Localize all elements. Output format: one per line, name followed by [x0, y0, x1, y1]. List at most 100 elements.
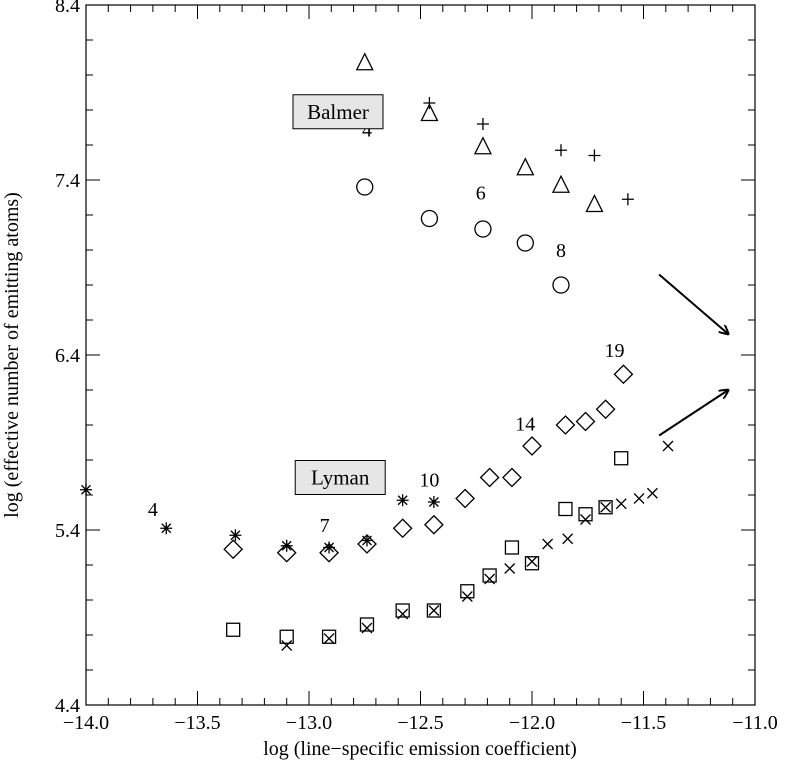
asterisk-point: [396, 494, 409, 507]
x-point: [281, 640, 293, 651]
square-point: [524, 556, 540, 571]
x-point: [600, 501, 612, 513]
square-point: [504, 540, 520, 555]
x-point: [662, 440, 674, 452]
x-point: [633, 493, 645, 504]
x-point: [615, 498, 627, 510]
diamond-point: [223, 539, 244, 560]
diamond-point: [502, 467, 522, 488]
point-count-label: 7: [320, 515, 330, 537]
square-point: [578, 507, 593, 522]
square-point: [279, 629, 294, 644]
x-tick-label: −14.0: [63, 712, 109, 734]
trend-arrow: [658, 273, 728, 335]
point-count-label: 8: [556, 240, 566, 262]
plus-point: [554, 144, 567, 157]
asterisk-point: [229, 529, 242, 542]
asterisk-point: [280, 539, 293, 552]
x-axis-title: log (line−specific emission coefficient): [263, 738, 577, 760]
x-tick-label: −11.0: [732, 712, 778, 734]
diamond-point: [522, 436, 542, 456]
square-point: [226, 622, 241, 637]
y-axis-title: log (effective number of emitting atoms): [1, 192, 23, 518]
circle-point: [420, 209, 439, 228]
y-tick-label: 6.4: [55, 345, 80, 367]
plus-point: [621, 193, 634, 206]
point-count-label: 10: [419, 469, 439, 491]
y-tick-label: 5.4: [55, 520, 80, 542]
triangle-point: [551, 174, 571, 193]
diamond-point: [575, 411, 596, 432]
x-tick-label: −11.5: [621, 712, 667, 734]
plot-frame: [85, 4, 756, 706]
x-point: [504, 563, 516, 574]
annotations: 4 6 8 4 7 10 14 19 Balmer Lyman: [148, 94, 728, 537]
square-point: [482, 568, 497, 583]
x-point: [562, 533, 574, 545]
x-point: [526, 556, 538, 567]
x-point: [461, 591, 473, 602]
asterisk-point: [360, 534, 373, 547]
diamond-point: [319, 542, 339, 563]
trend-arrow: [658, 390, 728, 437]
diamond-point: [595, 399, 616, 420]
triangle-point: [420, 103, 439, 122]
x-point: [580, 514, 591, 525]
triangle-point: [516, 157, 535, 176]
circle-point: [474, 220, 492, 238]
x-tick-label: −12.5: [397, 712, 443, 734]
asterisk-point: [323, 541, 336, 554]
plus-point: [588, 149, 601, 162]
diamond-point: [357, 534, 377, 554]
circle-point: [356, 178, 374, 196]
plus-point: [423, 97, 436, 109]
diamond-point: [613, 364, 634, 385]
x-point: [484, 573, 496, 585]
x-point: [323, 633, 335, 644]
y-tick-label: 8.4: [55, 0, 80, 17]
x-tick-label: −13.0: [286, 712, 332, 734]
x-point: [397, 608, 409, 620]
triangle-point: [355, 52, 374, 71]
diamond-point: [423, 514, 444, 535]
series-group-label: Lyman: [311, 466, 370, 490]
diamond-point: [455, 488, 476, 509]
square-point: [614, 451, 629, 466]
axes: −14.0 −13.5 −13.0 −12.5 −12.0 −11.5 −11.0 4.4 5.…: [55, 0, 778, 734]
x-tick-label: −13.5: [174, 712, 220, 734]
series-group-box: [294, 460, 386, 495]
diamond-point: [392, 518, 413, 539]
x-point: [646, 487, 658, 499]
point-count-label: 4: [148, 499, 158, 521]
x-point: [428, 605, 440, 616]
diamond-point: [276, 542, 297, 563]
square-point: [321, 629, 337, 644]
diamond-point: [555, 415, 576, 435]
x-point: [542, 538, 554, 550]
square-point: [426, 603, 442, 618]
x-point: [361, 622, 373, 634]
square-point: [359, 617, 375, 632]
square-point: [598, 500, 613, 515]
square-point: [460, 584, 475, 599]
circle-point: [516, 234, 534, 252]
triangle-point: [585, 194, 604, 213]
data-points: [80, 52, 674, 651]
triangle-point: [473, 136, 492, 155]
point-count-label: 19: [605, 340, 625, 362]
plus-point: [476, 118, 489, 130]
series-group-box: [292, 94, 384, 130]
y-tick-label: 7.4: [55, 170, 80, 192]
square-point: [395, 603, 410, 618]
point-count-label: 14: [515, 413, 535, 435]
square-point: [558, 501, 573, 517]
asterisk-point: [160, 522, 173, 535]
asterisk-point: [80, 483, 92, 496]
point-count-label: 4: [362, 119, 372, 141]
y-tick-label: 4.4: [55, 695, 80, 717]
circle-point: [552, 276, 570, 294]
diamond-point: [479, 467, 500, 488]
series-group-label: Balmer: [307, 100, 369, 124]
x-tick-label: −12.0: [509, 712, 555, 734]
